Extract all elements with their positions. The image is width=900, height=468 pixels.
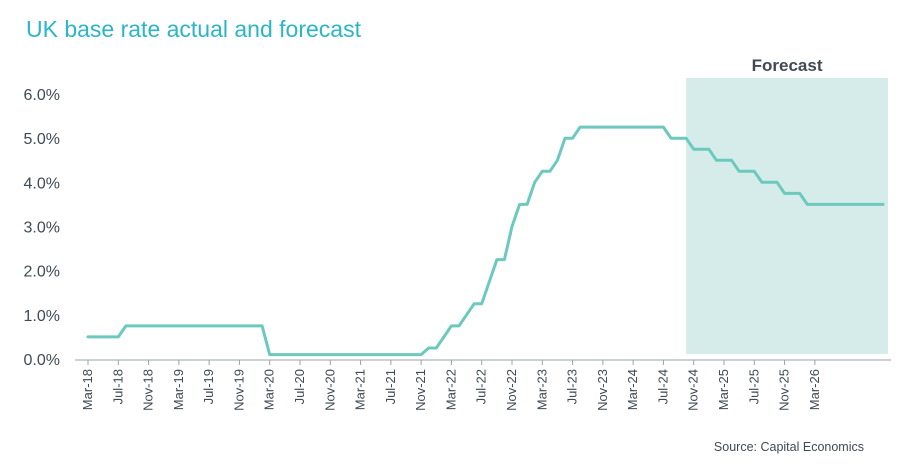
x-tick-label: Nov-24 <box>686 369 701 411</box>
chart-title: UK base rate actual and forecast <box>26 16 361 42</box>
x-tick-label: Mar-26 <box>807 369 822 410</box>
x-tick-label: Mar-24 <box>625 369 640 410</box>
x-tick-label: Mar-25 <box>716 369 731 410</box>
x-tick-label: Nov-20 <box>322 369 337 411</box>
forecast-label: Forecast <box>752 56 823 75</box>
forecast-layer: Forecast <box>686 56 888 354</box>
x-tick-label: Mar-23 <box>534 369 549 410</box>
y-tick-label: 0.0% <box>24 352 60 369</box>
y-tick-label: 1.0% <box>24 308 60 325</box>
axis-layer: 0.0% 1.0% 2.0% 3.0% 4.0% 5.0% 6.0% Mar-18 Jul-18… <box>24 87 891 411</box>
series-layer <box>86 125 885 357</box>
forecast-region <box>686 78 888 354</box>
x-tick-label: Nov-21 <box>413 369 428 411</box>
x-tick-label: Jul-18 <box>110 369 125 404</box>
y-tick-label: 2.0% <box>24 264 60 281</box>
x-tick-label: Nov-19 <box>231 369 246 411</box>
x-tick-label: Mar-20 <box>262 369 277 410</box>
x-tick-label: Nov-18 <box>141 369 156 411</box>
y-tick-label: 6.0% <box>24 87 60 104</box>
y-tick-label: 3.0% <box>24 220 60 237</box>
x-tick-label: Jul-25 <box>746 369 761 404</box>
x-tick-label: Mar-21 <box>353 369 368 410</box>
x-tick-label: Jul-23 <box>565 369 580 404</box>
x-tick-label: Jul-20 <box>292 369 307 404</box>
x-tick-label: Nov-25 <box>777 369 792 411</box>
x-tick-label: Jul-24 <box>655 369 670 404</box>
y-tick-label: 5.0% <box>24 131 60 148</box>
x-tick-label: Mar-18 <box>80 369 95 410</box>
x-tick-label: Mar-19 <box>171 369 186 410</box>
x-tick-label: Jul-22 <box>474 369 489 404</box>
x-tick-label: Nov-23 <box>595 369 610 411</box>
y-tick-label: 4.0% <box>24 175 60 192</box>
x-tick-label: Mar-22 <box>443 369 458 410</box>
x-tick-label: Nov-22 <box>504 369 519 411</box>
series-line-base-rate <box>86 125 885 357</box>
x-tick-label: Jul-19 <box>201 369 216 404</box>
x-tick-label: Jul-21 <box>383 369 398 404</box>
source-note: Source: Capital Economics <box>713 440 864 454</box>
